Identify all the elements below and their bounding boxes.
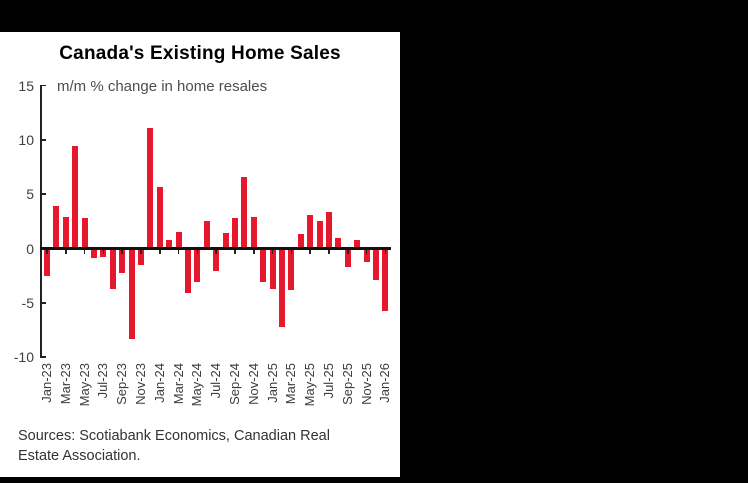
x-axis-tick xyxy=(271,249,274,254)
x-tick-label: Sep-25 xyxy=(339,363,355,405)
chart-panel: Canada's Existing Home Sales m/m % chang… xyxy=(0,32,400,477)
zero-line xyxy=(40,247,391,250)
x-axis-tick xyxy=(215,249,217,254)
bar xyxy=(175,232,182,249)
bar xyxy=(62,217,69,249)
x-axis-tick xyxy=(253,249,255,254)
x-tick-label: Jul-23 xyxy=(95,363,111,399)
x-axis-tick xyxy=(140,249,142,254)
x-axis-tick xyxy=(328,249,330,254)
y-axis-line xyxy=(40,85,42,358)
x-tick-label: Mar-24 xyxy=(170,363,186,405)
y-axis-tick xyxy=(40,193,46,195)
y-tick-label: 5 xyxy=(26,186,34,203)
x-axis-tick xyxy=(365,249,368,254)
x-axis-tick xyxy=(177,249,180,254)
bar xyxy=(72,146,79,249)
bar xyxy=(307,214,314,249)
bar xyxy=(278,248,286,327)
bar xyxy=(344,248,351,267)
y-axis-tick xyxy=(40,356,46,358)
bar xyxy=(166,239,173,249)
x-tick-label: Mar-25 xyxy=(283,363,299,405)
bar xyxy=(53,206,60,249)
x-tick-label: Jan-26 xyxy=(377,363,393,403)
bar xyxy=(128,248,135,339)
x-tick-label: Nov-25 xyxy=(358,363,374,405)
y-tick-label: 10 xyxy=(18,131,34,148)
bar xyxy=(194,248,201,283)
bar xyxy=(325,211,333,249)
bar xyxy=(363,248,370,262)
bar xyxy=(119,248,126,274)
bar xyxy=(147,127,154,249)
x-tick-label: Jan-24 xyxy=(151,363,167,403)
y-axis-tick xyxy=(40,84,46,87)
x-axis-tick xyxy=(196,249,199,254)
chart-title: Canada's Existing Home Sales xyxy=(59,43,341,64)
bar xyxy=(382,248,389,312)
x-tick-label: May-25 xyxy=(302,363,318,407)
x-tick-label: Jul-25 xyxy=(321,363,336,399)
y-tick-label: 15 xyxy=(18,77,34,94)
x-axis-tick xyxy=(384,249,387,254)
chart-subtitle: m/m % change in home resales xyxy=(57,78,268,95)
x-axis-tick xyxy=(46,249,48,254)
source-line-1: Sources: Scotiabank Economics, Canadian … xyxy=(18,428,330,444)
x-tick-label: Nov-23 xyxy=(133,363,148,405)
bar xyxy=(137,248,145,265)
bar xyxy=(269,248,276,289)
y-axis-tick xyxy=(40,139,46,141)
x-axis-tick xyxy=(347,249,349,254)
bar xyxy=(184,248,192,294)
bar xyxy=(213,248,220,272)
bar xyxy=(156,186,163,249)
bar xyxy=(90,248,98,259)
x-tick-label: Mar-23 xyxy=(57,363,73,405)
y-axis-tick xyxy=(40,302,46,304)
x-tick-label: Sep-23 xyxy=(114,363,130,405)
bar xyxy=(260,248,267,283)
x-tick-label: Jul-24 xyxy=(208,363,224,399)
bar xyxy=(354,239,361,249)
bar xyxy=(372,248,380,280)
bar xyxy=(203,221,210,249)
x-tick-label: Nov-24 xyxy=(245,363,261,405)
x-tick-label: May-24 xyxy=(189,363,205,407)
plot-area: 15 10 5 0 -5 -10 Jan-23 Mar-23 May-23 Jul-23 Sep-2… xyxy=(0,32,400,477)
bar xyxy=(288,248,295,290)
y-tick-label: 0 xyxy=(26,240,34,257)
bar xyxy=(231,218,239,249)
x-tick-label: May-23 xyxy=(76,363,92,407)
x-axis-tick xyxy=(290,249,293,254)
bar xyxy=(316,221,323,249)
x-tick-label: Jan-23 xyxy=(39,363,54,403)
bar xyxy=(241,176,248,249)
x-axis-tick xyxy=(102,249,105,254)
x-tick-label: Sep-24 xyxy=(227,363,242,405)
x-axis-tick xyxy=(309,249,311,254)
x-axis-tick xyxy=(65,249,67,254)
bar xyxy=(335,237,342,249)
bar xyxy=(250,217,257,249)
x-axis-tick xyxy=(159,249,161,254)
x-axis-tick xyxy=(234,249,236,254)
x-axis-tick xyxy=(83,249,86,254)
x-axis-tick xyxy=(121,249,123,254)
bar xyxy=(109,248,116,289)
source-note: Sources: Scotiabank Economics, Canadian … xyxy=(18,427,388,466)
y-tick-label: -5 xyxy=(21,294,34,311)
y-tick-label: -10 xyxy=(13,349,34,366)
bar xyxy=(297,234,304,249)
bar xyxy=(222,233,229,249)
bar xyxy=(43,248,51,276)
bar xyxy=(81,218,88,249)
x-tick-label: Jan-25 xyxy=(264,363,280,403)
source-line-2: Estate Association. xyxy=(18,447,141,464)
